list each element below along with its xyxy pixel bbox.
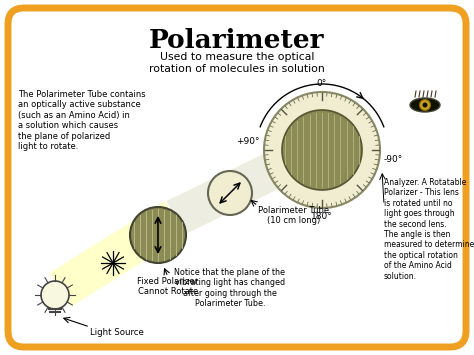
Circle shape [264,92,380,208]
Text: Fixed Polarizer
Cannot Rotate: Fixed Polarizer Cannot Rotate [137,277,199,296]
Text: Notice that the plane of the
vibrating light has changed
after going through the: Notice that the plane of the vibrating l… [174,268,285,308]
Text: 180°: 180° [311,212,333,221]
Text: The Polarimeter Tube contains
an optically active substance
(such as an Amino Ac: The Polarimeter Tube contains an optical… [18,90,146,151]
Text: Polarimeter: Polarimeter [149,28,325,53]
Text: Analyzer. A Rotatable
Polarizer - This lens
is rotated until no
light goes throu: Analyzer. A Rotatable Polarizer - This l… [384,178,474,280]
Text: 0°: 0° [317,79,327,88]
Text: +90°: +90° [237,137,260,147]
Ellipse shape [410,98,440,112]
Circle shape [130,207,186,263]
Text: -90°: -90° [384,155,403,164]
Text: Light Source: Light Source [90,328,144,337]
Text: Polarimeter Tube
(10 cm long): Polarimeter Tube (10 cm long) [258,206,329,225]
Circle shape [419,99,430,110]
Text: Used to measure the optical
rotation of molecules in solution: Used to measure the optical rotation of … [149,52,325,73]
Circle shape [41,281,69,309]
Polygon shape [49,201,186,307]
Circle shape [422,103,428,108]
Polygon shape [167,121,348,235]
Circle shape [282,110,362,190]
FancyBboxPatch shape [8,8,466,347]
Circle shape [208,171,252,215]
